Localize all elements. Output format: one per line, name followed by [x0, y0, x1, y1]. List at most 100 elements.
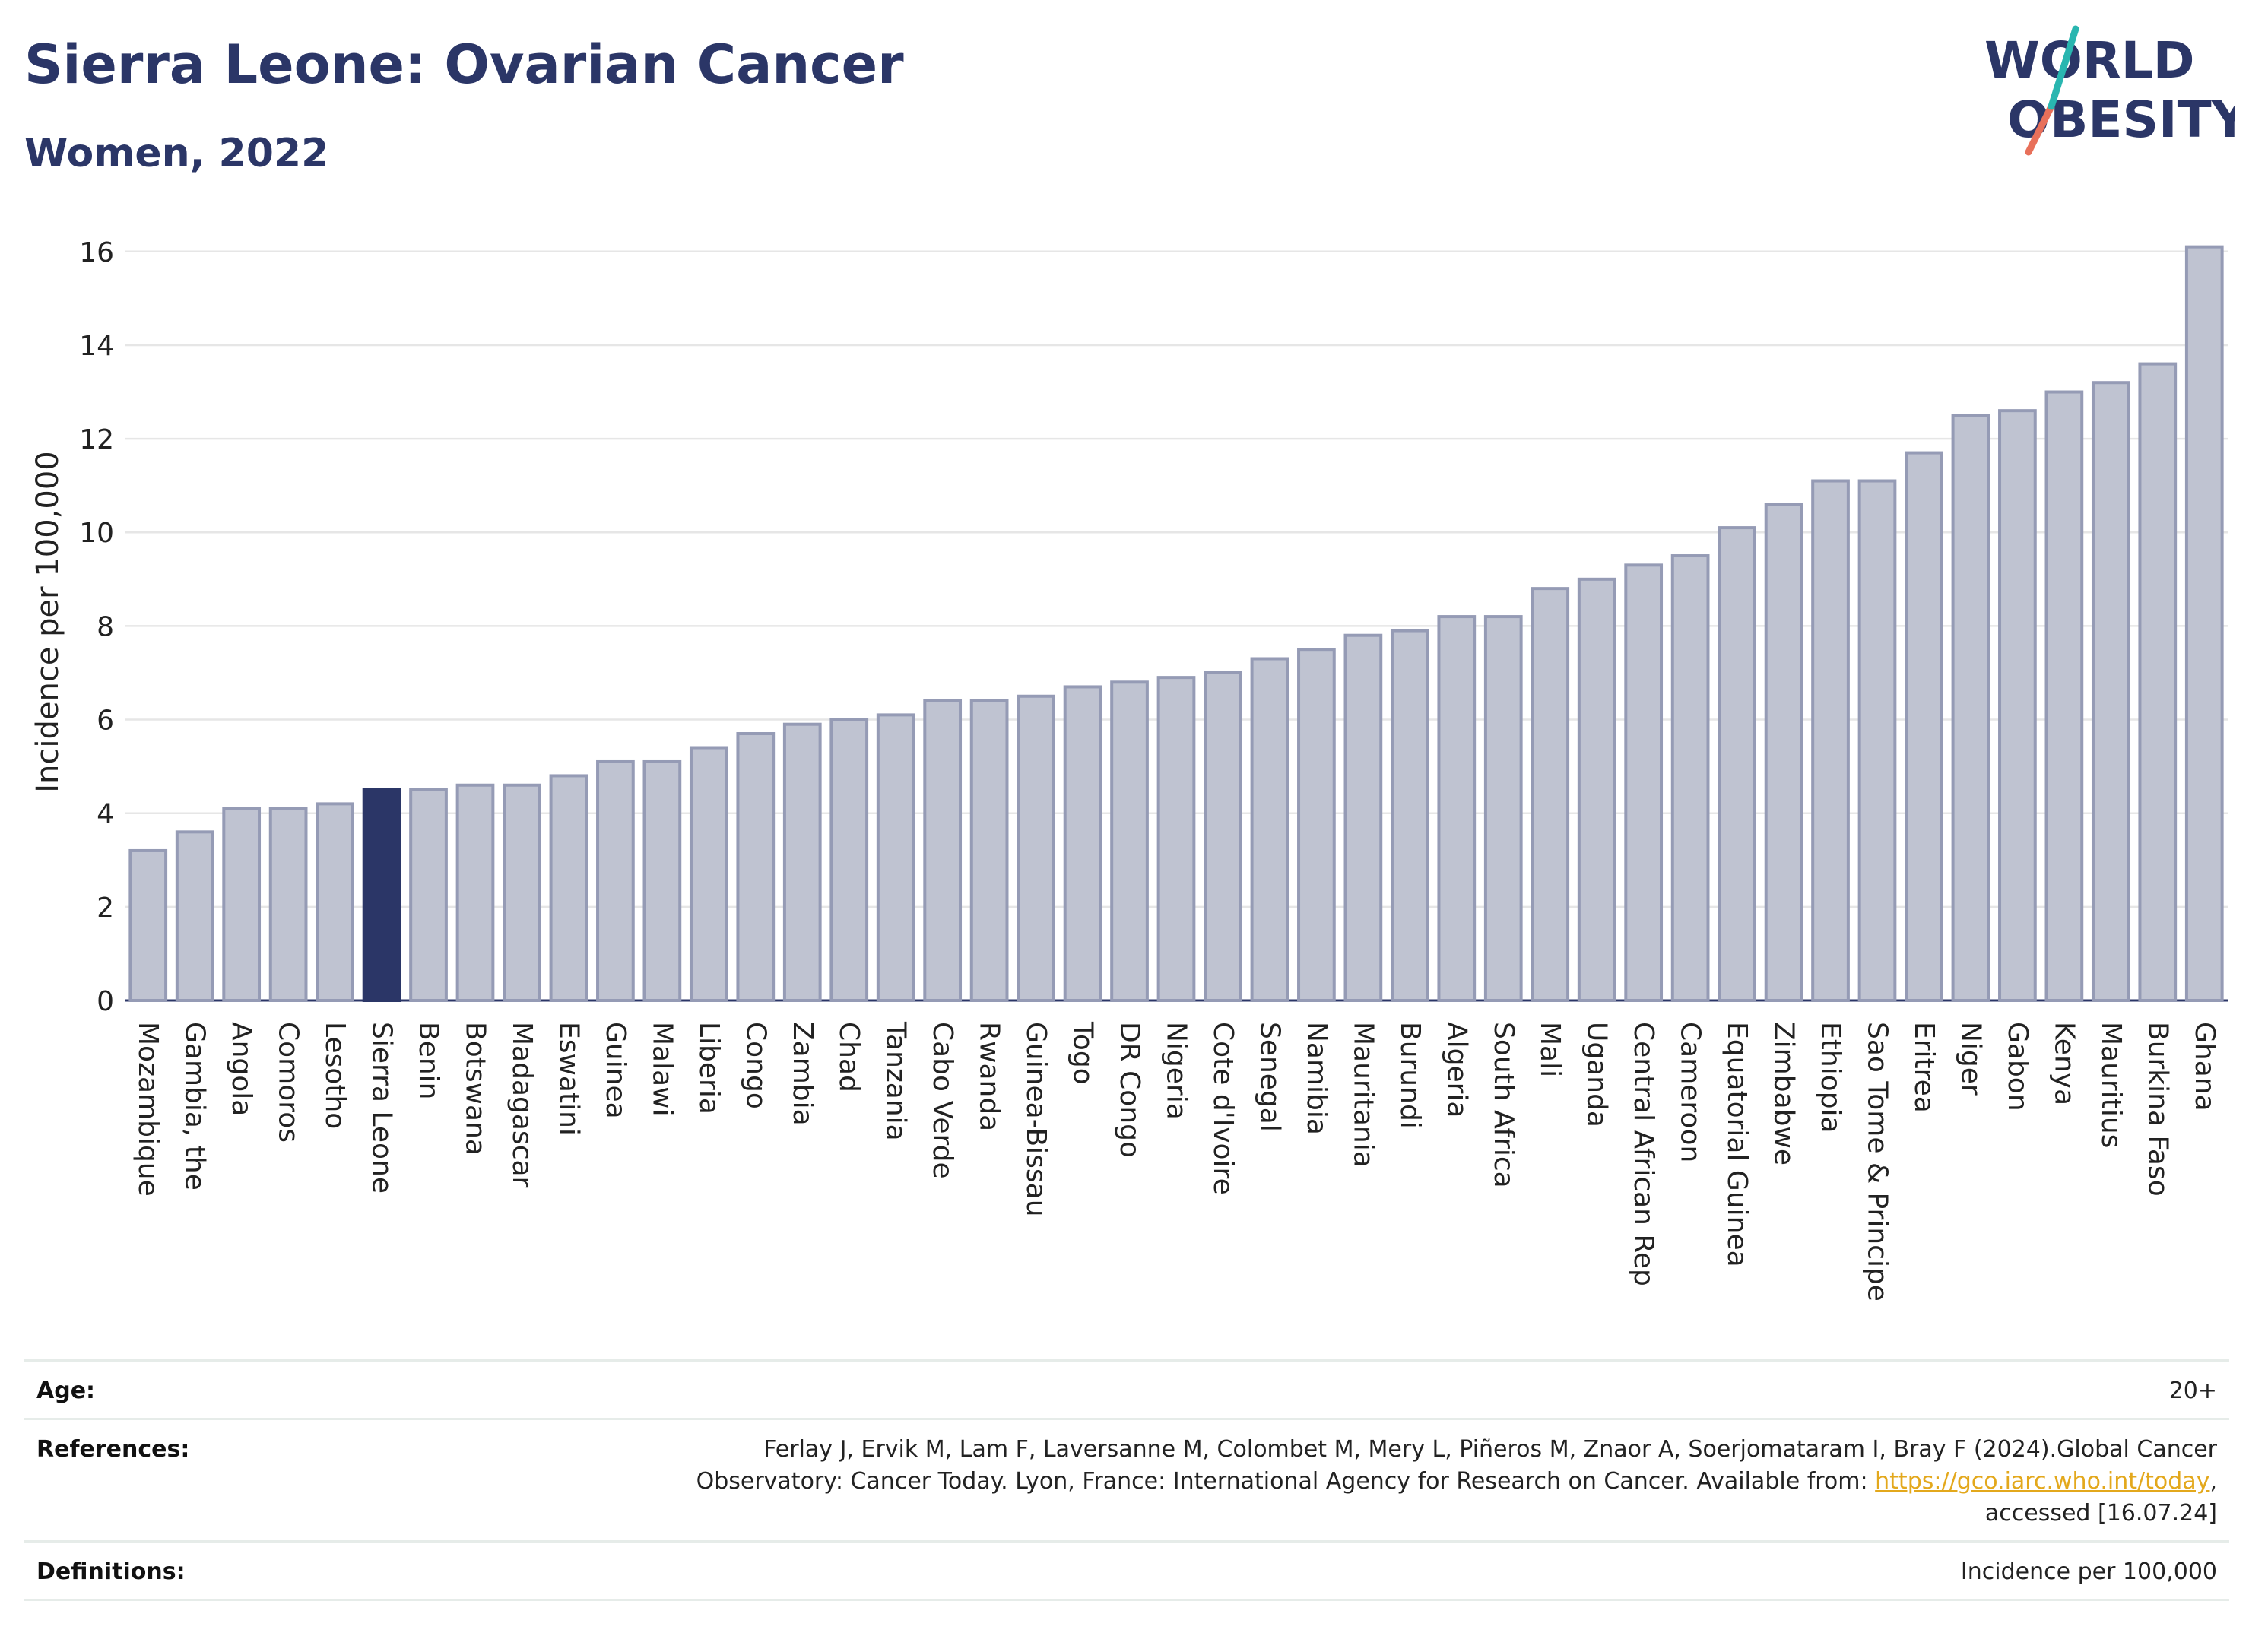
x-tick-label: Central African Rep — [1628, 1022, 1659, 1286]
bars — [128, 245, 2224, 1003]
bar — [268, 807, 308, 1003]
x-tick-label: Eswatini — [553, 1022, 584, 1136]
x-tick-label: Chad — [833, 1022, 864, 1092]
x-tick-label: Lesotho — [319, 1022, 351, 1129]
chart-title: Sierra Leone: Ovarian Cancer — [24, 33, 904, 96]
bar — [1905, 451, 1943, 1002]
bar — [1577, 577, 1616, 1002]
x-tick-label: Cote d'Ivoire — [1207, 1022, 1239, 1195]
bar — [969, 699, 1009, 1002]
y-tick-label: 14 — [79, 331, 114, 362]
chart-subtitle: Women, 2022 — [24, 131, 329, 176]
bar — [175, 830, 214, 1002]
bar — [1718, 526, 1756, 1002]
bar — [736, 732, 776, 1002]
bar — [1297, 648, 1336, 1002]
bar — [1343, 633, 1383, 1003]
x-tick-label: Mauritania — [1347, 1022, 1378, 1168]
bar — [1951, 414, 1990, 1002]
bar — [316, 802, 354, 1003]
references-tail: , accessed [16.07.24] — [1984, 1468, 2217, 1527]
y-tick-label: 0 — [97, 986, 114, 1017]
x-tick-label: Togo — [1067, 1021, 1099, 1085]
x-tick-label: Angola — [226, 1022, 257, 1116]
y-tick-label: 16 — [79, 237, 114, 268]
bar — [1998, 409, 2037, 1002]
x-tick-label: Ghana — [2189, 1022, 2220, 1111]
bar — [1204, 671, 1242, 1003]
bar — [2138, 362, 2178, 1002]
references-value: Ferlay J, Ervik M, Lam F, Laversanne M, … — [666, 1434, 2217, 1530]
bar — [128, 848, 168, 1002]
references-link[interactable]: https://gco.iarc.who.int/today — [1875, 1468, 2210, 1495]
logo-slash-teal — [2048, 25, 2079, 110]
bar — [642, 759, 682, 1002]
references-label: References: — [36, 1436, 190, 1463]
x-tick-label: Gabon — [2002, 1022, 2033, 1111]
bar — [362, 788, 401, 1002]
y-tick-label: 10 — [79, 518, 114, 549]
bar-chart: 0 2 4 6 8 10 12 14 16 Mozambique Gambia, the Angol… — [30, 237, 2228, 1302]
x-tick-label: Madagascar — [506, 1022, 538, 1188]
y-tick-label: 12 — [79, 424, 114, 455]
x-tick-label: Equatorial Guinea — [1721, 1022, 1753, 1267]
footer-row-definitions: Definitions: Incidence per 100,000 — [24, 1540, 2229, 1601]
y-tick-label: 6 — [97, 706, 114, 737]
x-tick-label: Burundi — [1394, 1022, 1426, 1129]
bar — [1110, 680, 1149, 1002]
age-label: Age: — [36, 1378, 96, 1404]
references-text: Ferlay J, Ervik M, Lam F, Laversanne M, … — [696, 1436, 2217, 1495]
definitions-value: Incidence per 100,000 — [1960, 1558, 2217, 1585]
bar — [503, 783, 541, 1002]
x-tick-label: Senegal — [1254, 1022, 1285, 1132]
bar — [409, 788, 448, 1002]
bar — [1017, 694, 1055, 1002]
x-tick-label: Namibia — [1301, 1022, 1332, 1135]
footer-row-age: Age: 20+ — [24, 1359, 2229, 1418]
logo-line-1: WORLD — [1984, 31, 2195, 90]
world-obesity-logo: WORLD OBESITY — [1984, 25, 2235, 156]
y-tick-labels: 0 2 4 6 8 10 12 14 16 — [79, 237, 114, 1017]
definitions-label: Definitions: — [36, 1558, 186, 1585]
x-tick-label: Zambia — [787, 1022, 818, 1126]
x-tick-label: Congo — [740, 1022, 771, 1109]
x-tick-label: Comoros — [273, 1022, 304, 1143]
x-tick-label: Benin — [413, 1022, 444, 1099]
bar — [1437, 615, 1477, 1002]
bar — [923, 699, 963, 1002]
bar — [455, 783, 495, 1002]
bar — [2091, 381, 2130, 1002]
x-tick-label: South Africa — [1488, 1022, 1519, 1188]
y-tick-label: 2 — [97, 893, 114, 924]
bar — [549, 774, 588, 1002]
x-tick-label: Sierra Leone — [366, 1022, 398, 1194]
x-tick-label: Malawi — [646, 1022, 677, 1117]
x-tick-label: Tanzania — [880, 1021, 912, 1141]
y-tick-label: 4 — [97, 799, 114, 830]
bar — [1531, 587, 1570, 1002]
bar — [1483, 615, 1523, 1002]
x-tick-label: Nigeria — [1161, 1022, 1192, 1120]
x-tick-label: Uganda — [1581, 1022, 1613, 1127]
bar — [2044, 390, 2084, 1002]
bar — [876, 713, 915, 1002]
x-tick-label: Niger — [1955, 1022, 1986, 1096]
x-tick-label: Cameroon — [1675, 1022, 1706, 1162]
x-tick-label: Botswana — [460, 1022, 491, 1156]
bar — [1670, 554, 1710, 1002]
x-tick-label: Liberia — [693, 1022, 725, 1115]
y-tick-label: 8 — [97, 611, 114, 642]
footer-table: Age: 20+ References: Ferlay J, Ervik M, … — [24, 1359, 2229, 1601]
x-tick-label: Eritrea — [1908, 1022, 1940, 1113]
x-tick-label: Ethiopia — [1815, 1022, 1846, 1134]
x-tick-label: Kenya — [2048, 1022, 2079, 1105]
x-tick-label: Guinea-Bissau — [1020, 1022, 1052, 1217]
y-axis-title: Incidence per 100,000 — [30, 451, 65, 793]
bar — [1390, 629, 1429, 1002]
x-tick-label: Algeria — [1441, 1022, 1472, 1118]
bar — [2184, 245, 2224, 1002]
bar — [829, 718, 869, 1003]
age-value: 20+ — [2168, 1378, 2217, 1404]
footer-row-references: References: Ferlay J, Ervik M, Lam F, La… — [24, 1418, 2229, 1540]
logo-slash-coral — [2025, 103, 2055, 156]
